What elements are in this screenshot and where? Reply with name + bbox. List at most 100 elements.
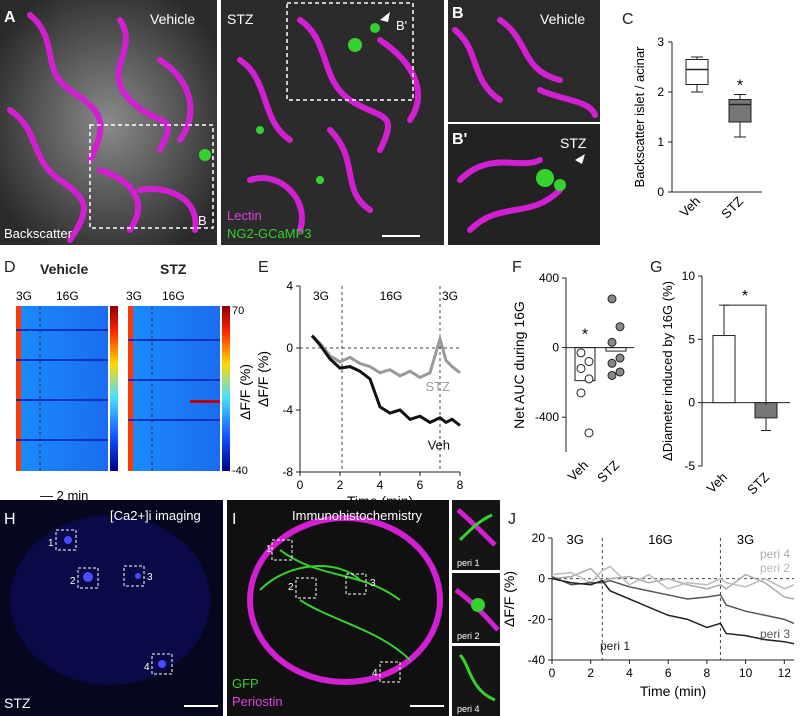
label-e: E [258,259,269,276]
j-phase-label: 16G [648,532,673,547]
chart-c: 0 1 2 3 Backscatter islet / acinar Veh STZ * [632,35,762,221]
inset-peri-1: peri 1 [457,558,480,568]
f-mean-bar [605,347,627,352]
colorbar-max: 70 [232,305,244,317]
h-roi-1: 1 [48,538,54,549]
heatmap-vehicle [16,306,108,471]
j-series-line [551,567,795,600]
j-series-label: peri 3 [760,627,790,641]
h-title: [Ca2+]i imaging [110,508,201,523]
j-series-line [551,565,795,590]
j-series-label: peri 1 [600,639,630,653]
e-x-tick-label: 0 [297,478,304,492]
i-roi-1: 1 [266,544,272,555]
j-x-tick-label: 8 [704,666,711,680]
d-stz-title: STZ [160,261,187,277]
e-y-axis-label: ΔF/F (%) [255,351,271,407]
i-title: Immunohistochemistry [292,508,423,523]
heatmap-scale-bar: — 2 min [40,488,88,503]
panel-b-image [448,0,600,122]
g-y-tick-label: 5 [688,332,695,346]
j-series-label: peri 2 [760,561,790,575]
g-significance-bracket [724,304,767,406]
chart-e: 40-4-802468Time (min)ΔF/F (%)3G16G3GSTZV… [255,279,464,509]
f-x-tick-label: Veh [565,458,591,484]
f-data-point [584,357,594,367]
e-y-tick-label: -4 [282,403,293,417]
chart-f: 400 0 -400 Net AUC during 16G Veh STZ * [511,271,634,485]
f-y-tick-label: -400 [535,410,559,424]
j-x-tick-label: 6 [665,666,672,680]
f-data-point [615,322,625,332]
c-x-tick-label: STZ [718,193,746,221]
label-a: A [4,9,16,26]
c-y-tick-label: 3 [657,35,664,49]
label-j: J [508,511,516,528]
g-y-tick-label: 0 [688,396,695,410]
e-x-tick-label: 8 [457,478,464,492]
lectin-label: Lectin [227,208,262,223]
f-y-tick-label: 400 [539,271,559,285]
d-veh-3g: 3G [16,289,32,303]
f-x-tick-label: STZ [594,457,622,485]
label-bprime: B' [452,131,467,148]
j-phase-label: 3G [567,532,584,547]
f-data-point [576,388,586,398]
f-data-point [576,348,586,358]
e-phase-label: 3G [313,289,329,303]
panel-a-stz-image [221,0,444,245]
i-roi-2: 2 [288,582,294,593]
i-roi-4: 4 [372,668,378,679]
panel-bprime-image [448,124,600,245]
d-vehicle-title: Vehicle [40,261,88,277]
f-data-point [607,358,617,368]
inset-peri-2: peri 2 [457,631,480,641]
box-b-label: B [198,213,207,228]
e-y-tick-label: 4 [286,279,293,293]
j-x-tick-label: 0 [549,666,556,680]
c-box [728,99,752,123]
e-phase-label: 16G [380,289,403,303]
label-c: C [622,11,634,28]
c-y-tick-label: 1 [657,135,664,149]
d-stz-16g: 16G [162,289,185,303]
g-x-tick-label: STZ [744,469,772,497]
j-y-axis-label: ΔF/F (%) [501,571,517,627]
g-y-tick-label: 10 [682,269,696,283]
c-y-tick-label: 2 [657,85,664,99]
f-data-point [576,363,586,373]
e-series-line [310,333,461,380]
c-y-axis-label: Backscatter islet / acinar [632,46,647,188]
f-data-point [607,370,617,380]
j-x-tick-label: 4 [626,666,633,680]
j-y-tick-label: 20 [532,531,546,545]
g-bar [712,335,736,404]
heatmap-stz [128,306,220,471]
chart-g: 10 5 0 -5 ΔDiameter induced by 16G (%) Veh STZ… [660,269,790,497]
panel-a-vehicle-image [0,0,217,245]
heatmap-colorbar [110,306,230,471]
f-data-point [615,353,625,363]
j-y-tick-label: -40 [528,653,546,667]
a-vehicle-title: Vehicle [150,11,195,27]
peri-insets [452,500,500,716]
c-x-tick-label: Veh [677,194,703,220]
label-d: D [4,259,16,276]
j-series-line [551,577,795,645]
label-i: I [232,511,236,528]
panel-i-image [227,500,449,716]
box-bprime-label: B' [396,18,407,33]
bprime-stz-title: STZ [560,135,587,151]
f-data-point [584,428,594,438]
gfp-label: GFP [232,676,259,691]
c-box [685,59,709,85]
h-roi-2: 2 [70,576,76,587]
g-x-tick-label: Veh [704,470,730,496]
f-significance: * [582,327,588,344]
e-series-line [310,334,461,427]
j-y-tick-label: -20 [528,612,546,626]
j-x-axis-label: Time (min) [640,683,706,699]
label-g: G [650,259,662,276]
label-b: B [452,5,464,22]
